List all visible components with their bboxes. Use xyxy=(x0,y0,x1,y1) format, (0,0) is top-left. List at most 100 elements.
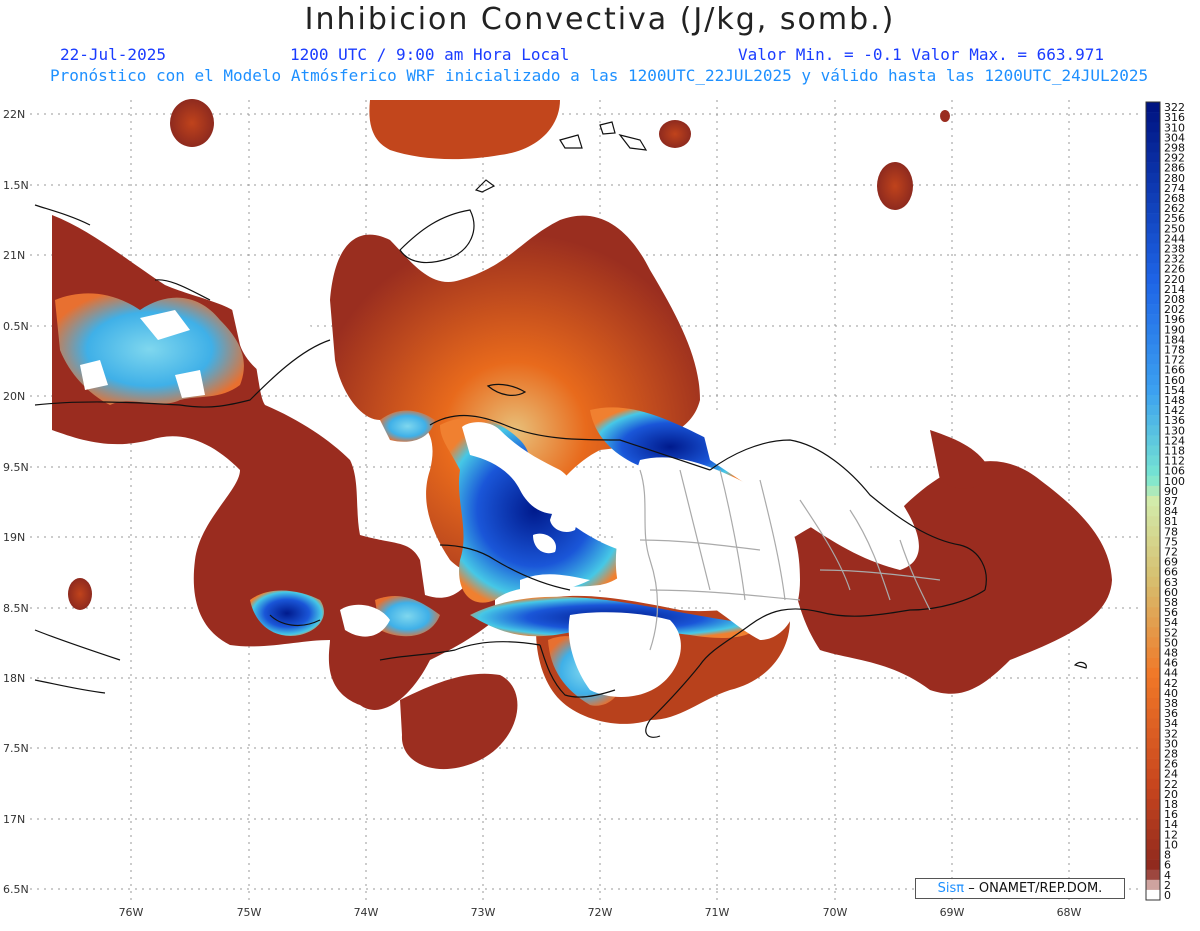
colorbar-swatch xyxy=(1146,455,1160,466)
colorbar-swatch xyxy=(1146,768,1160,780)
colorbar-swatch xyxy=(1146,556,1160,567)
colorbar-label: 52 xyxy=(1164,626,1178,639)
colorbar-label: 4 xyxy=(1164,869,1171,882)
colorbar-swatch xyxy=(1146,324,1160,335)
lon-label: 74W xyxy=(354,906,379,919)
colorbar-label: 36 xyxy=(1164,707,1178,720)
colorbar-label: 24 xyxy=(1164,768,1178,781)
colorbar-label: 10 xyxy=(1164,838,1178,851)
colorbar-label: 286 xyxy=(1164,162,1185,175)
colorbar-label: 81 xyxy=(1164,515,1178,528)
lat-label: 21N xyxy=(3,249,25,262)
colorbar-label: 220 xyxy=(1164,273,1185,286)
colorbar-label: 244 xyxy=(1164,232,1185,245)
colorbar-swatch xyxy=(1146,778,1160,790)
map-title: Inhibicion Convectiva (J/kg, somb.) xyxy=(304,2,896,37)
colorbar-label: 87 xyxy=(1164,495,1178,508)
lat-label: 19N xyxy=(3,531,25,544)
colorbar-label: 69 xyxy=(1164,556,1178,569)
colorbar-swatch xyxy=(1146,283,1160,295)
colorbar-label: 226 xyxy=(1164,263,1185,276)
colorbar-label: 48 xyxy=(1164,647,1178,660)
colorbar-label: 316 xyxy=(1164,111,1185,124)
lat-label: 0.5N xyxy=(3,320,29,333)
colorbar-swatch xyxy=(1146,384,1160,396)
colorbar-label: 274 xyxy=(1164,182,1185,195)
colorbar-swatch xyxy=(1146,243,1160,254)
colorbar-swatch xyxy=(1146,162,1160,174)
lat-label: 7.5N xyxy=(3,742,29,755)
colorbar-swatch xyxy=(1146,526,1160,537)
colorbar-swatch xyxy=(1146,334,1160,345)
colorbar-label: 30 xyxy=(1164,737,1178,750)
colorbar-swatch xyxy=(1146,172,1160,184)
forecast-time: 1200 UTC / 9:00 am Hora Local xyxy=(290,45,570,64)
colorbar-swatch xyxy=(1146,263,1160,275)
colorbar-label: 310 xyxy=(1164,121,1185,134)
colorbar-label: 298 xyxy=(1164,141,1185,154)
colorbar-label: 280 xyxy=(1164,172,1185,185)
colorbar-swatch xyxy=(1146,728,1160,739)
colorbar-label: 6 xyxy=(1164,859,1171,872)
colorbar-swatch xyxy=(1146,465,1160,477)
colorbar-swatch xyxy=(1146,415,1160,426)
colorbar-swatch xyxy=(1146,647,1160,658)
colorbar-label: 118 xyxy=(1164,444,1185,457)
colorbar-swatch xyxy=(1146,677,1160,689)
colorbar-label: 2 xyxy=(1164,879,1171,892)
colorbar-label: 18 xyxy=(1164,798,1178,811)
lat-label: 8.5N xyxy=(3,602,29,615)
colorbar-swatch xyxy=(1146,213,1160,224)
colorbar-label: 172 xyxy=(1164,354,1185,367)
lon-label: 71W xyxy=(705,906,730,919)
colorbar-swatch xyxy=(1146,637,1160,648)
colorbar-swatch xyxy=(1146,304,1160,315)
colorbar-swatch xyxy=(1146,576,1160,588)
colorbar-swatch xyxy=(1146,354,1160,365)
colorbar-label: 112 xyxy=(1164,455,1185,468)
colorbar-label: 34 xyxy=(1164,717,1178,730)
colorbar-swatch xyxy=(1146,798,1160,810)
lon-axis: 76W 75W 74W 73W 72W 71W 70W 69W 68W xyxy=(119,906,1082,919)
colorbar-swatch xyxy=(1146,738,1160,749)
colorbar-swatch xyxy=(1146,364,1160,376)
colorbar-label: 106 xyxy=(1164,465,1185,478)
lat-label: 17N xyxy=(3,813,25,826)
colorbar-label: 232 xyxy=(1164,253,1185,266)
colorbar-label: 22 xyxy=(1164,778,1178,791)
lon-label: 70W xyxy=(823,906,848,919)
colorbar-label: 42 xyxy=(1164,677,1178,690)
lon-label: 73W xyxy=(471,906,496,919)
forecast-date: 22-Jul-2025 xyxy=(60,45,166,64)
colorbar-swatch xyxy=(1146,758,1160,769)
colorbar-label: 32 xyxy=(1164,727,1178,740)
credit-box: Sisπ – ONAMET/REP.DOM. xyxy=(915,878,1125,899)
lon-label: 69W xyxy=(940,906,965,919)
model-description: Pronóstico con el Modelo Atmósferico WRF… xyxy=(50,66,1149,85)
colorbar-swatch xyxy=(1146,718,1160,729)
value-range: Valor Min. = -0.1 Valor Max. = 663.971 xyxy=(738,45,1105,64)
colorbar-swatch xyxy=(1146,405,1160,416)
colorbar-swatch xyxy=(1146,859,1160,870)
colorbar-label: 16 xyxy=(1164,808,1178,821)
colorbar-label: 238 xyxy=(1164,242,1185,255)
colorbar-swatch xyxy=(1146,344,1160,355)
colorbar-swatch xyxy=(1146,435,1160,446)
colorbar-swatch xyxy=(1146,667,1160,679)
cin-field xyxy=(52,99,1112,770)
colorbar-label: 28 xyxy=(1164,748,1178,761)
colorbar-swatch xyxy=(1146,829,1160,840)
colorbar-frame xyxy=(1145,101,1161,901)
colorbar-swatch xyxy=(1146,536,1160,547)
colorbar-swatch xyxy=(1146,748,1160,759)
colorbar-swatch xyxy=(1146,708,1160,719)
colorbar-label: 72 xyxy=(1164,546,1178,559)
colorbar-swatch xyxy=(1146,223,1160,234)
colorbar-swatch xyxy=(1146,889,1160,901)
colorbar-swatch xyxy=(1146,495,1160,507)
lon-label: 68W xyxy=(1057,906,1082,919)
colorbar-label: 100 xyxy=(1164,475,1185,488)
colorbar-swatch xyxy=(1146,627,1160,638)
colorbar-label: 250 xyxy=(1164,222,1185,235)
colorbar-label: 84 xyxy=(1164,505,1178,518)
